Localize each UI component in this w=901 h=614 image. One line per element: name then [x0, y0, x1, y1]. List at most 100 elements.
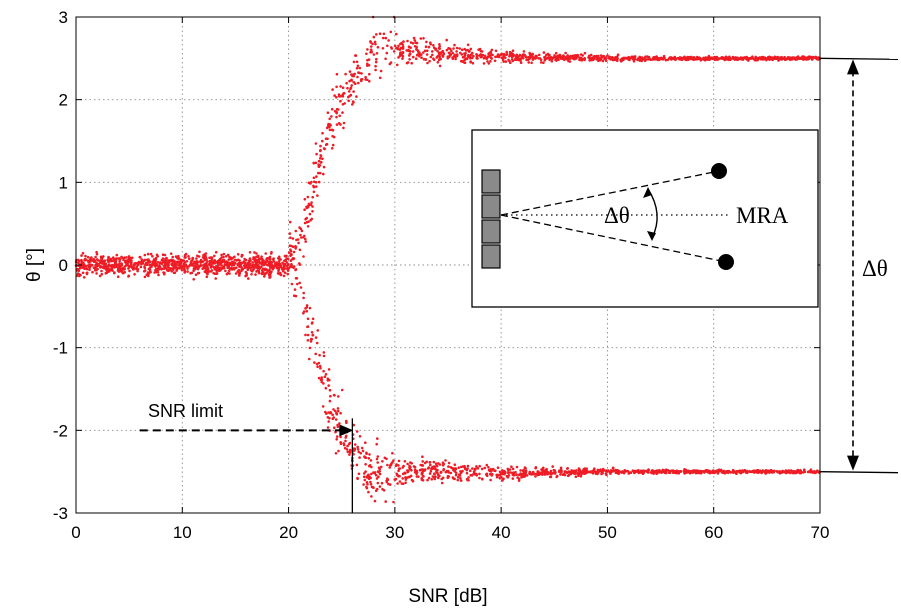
scatter-point [440, 51, 443, 54]
scatter-point [347, 95, 350, 99]
scatter-point [99, 265, 102, 268]
scatter-point [729, 57, 733, 61]
scatter-point [143, 266, 147, 270]
scatter-point [128, 269, 131, 273]
scatter-point [128, 260, 132, 263]
scatter-point [441, 463, 445, 467]
scatter-point [542, 61, 545, 64]
scatter-point [571, 54, 575, 58]
scatter-point [225, 262, 229, 265]
scatter-point [397, 44, 400, 48]
scatter-point [308, 212, 312, 216]
scatter-point [106, 258, 109, 262]
scatter-point [602, 54, 605, 58]
scatter-point [530, 61, 533, 65]
scatter-point [715, 55, 719, 59]
scatter-point [298, 281, 302, 285]
scatter-point [358, 456, 361, 459]
scatter-point [244, 274, 247, 278]
scatter-point [423, 49, 427, 53]
scatter-point [450, 49, 453, 53]
scatter-point [320, 376, 324, 379]
scatter-point [531, 55, 534, 58]
y-tick-label: 2 [59, 91, 68, 110]
scatter-point [317, 180, 321, 184]
scatter-point [215, 272, 219, 275]
scatter-point [367, 457, 371, 460]
scatter-point [488, 54, 492, 58]
scatter-point [405, 61, 409, 65]
scatter-point [359, 451, 363, 455]
scatter-point [302, 296, 305, 300]
scatter-point [567, 473, 571, 477]
scatter-point [344, 439, 347, 443]
scatter-point [311, 205, 314, 208]
scatter-point [601, 467, 605, 471]
scatter-point [140, 258, 143, 261]
scatter-point [563, 473, 567, 477]
scatter-point [330, 128, 334, 132]
scatter-point [429, 55, 433, 59]
scatter-point [134, 262, 138, 265]
scatter-point [559, 473, 562, 476]
y-tick-label: 0 [59, 256, 68, 275]
scatter-point [734, 471, 738, 475]
scatter-point [381, 460, 384, 463]
scatter-point [510, 58, 514, 61]
scatter-point [751, 470, 754, 473]
scatter-point [329, 411, 333, 415]
scatter-point [460, 53, 464, 56]
scatter-point [584, 467, 587, 471]
scatter-point [439, 471, 443, 474]
scatter-point [515, 465, 519, 469]
scatter-point [170, 263, 174, 266]
scatter-point [463, 467, 467, 471]
scatter-point [461, 55, 465, 59]
scatter-point [291, 245, 295, 249]
scatter-point [274, 264, 278, 268]
scatter-point [546, 470, 549, 474]
scatter-point [306, 333, 310, 337]
scatter-point [435, 470, 438, 474]
scatter-point [783, 57, 786, 60]
scatter-point [255, 270, 258, 273]
scatter-point [686, 469, 690, 473]
scatter-point [496, 466, 500, 470]
scatter-point [80, 254, 83, 257]
scatter-point [680, 58, 684, 62]
delta-theta-annotation: Δθ [819, 57, 899, 474]
scatter-point [155, 253, 159, 257]
scatter-point [628, 58, 631, 62]
scatter-point [746, 58, 750, 61]
scatter-point [799, 471, 802, 475]
scatter-point [233, 258, 237, 262]
scatter-point [437, 58, 441, 62]
scatter-point [354, 82, 357, 85]
scatter-point [456, 478, 460, 482]
scatter-point [188, 257, 191, 261]
scatter-point [583, 51, 587, 55]
scatter-point [558, 469, 562, 473]
scatter-point [362, 483, 365, 486]
scatter-point [228, 261, 232, 265]
bottom-extension-line [819, 471, 899, 474]
scatter-point [575, 469, 578, 472]
scatter-point [436, 49, 439, 53]
scatter-point [567, 56, 571, 60]
scatter-point [289, 248, 292, 251]
scatter-point [207, 263, 211, 266]
scatter-point [588, 470, 592, 474]
scatter-point [500, 56, 504, 60]
axis-ticks: 0 10 20 30 40 50 60 70 -3 -2 -1 0 1 2 3 [53, 8, 830, 542]
scatter-point [481, 477, 484, 481]
scatter-point [449, 471, 453, 475]
scatter-point [263, 273, 267, 276]
inset-frame [471, 129, 819, 308]
scatter-point [564, 51, 567, 55]
scatter-point [322, 165, 326, 169]
scatter-point [262, 263, 266, 267]
scatter-point [493, 59, 497, 63]
scatter-point [291, 257, 295, 260]
scatter-point [177, 264, 180, 267]
scatter-point [803, 470, 807, 474]
